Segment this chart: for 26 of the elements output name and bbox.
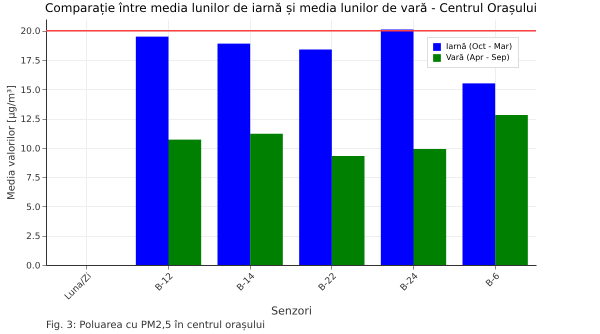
y-tick-label: 20.0 bbox=[20, 27, 41, 38]
bar bbox=[250, 134, 283, 265]
y-tick-label: 17.5 bbox=[20, 56, 40, 66]
bar bbox=[414, 149, 446, 265]
bar bbox=[380, 30, 414, 265]
y-tick-label: 7.5 bbox=[26, 174, 40, 184]
y-axis-title: Media valorilor [µg/m³] bbox=[6, 84, 18, 200]
x-axis-title: Senzori bbox=[271, 304, 312, 318]
legend-label: Vară (Apr - Sep) bbox=[446, 53, 510, 62]
y-tick-label: 2.5 bbox=[26, 232, 40, 242]
bar bbox=[218, 44, 250, 265]
chart-title: Comparație între media lunilor de iarnă și media lunilor de vară - Centrul Orașului bbox=[45, 1, 537, 15]
bar bbox=[332, 156, 364, 265]
bar bbox=[136, 36, 168, 265]
y-tick-label: 12.5 bbox=[20, 115, 40, 126]
y-tick-label: 10.0 bbox=[20, 144, 41, 154]
bar bbox=[462, 83, 496, 265]
y-tick-label: 5.0 bbox=[26, 202, 41, 213]
bar bbox=[299, 49, 332, 265]
y-tick-label: 0.0 bbox=[26, 262, 41, 272]
caption: Fig. 3: Poluarea cu PM2,5 în centrul orașului bbox=[46, 320, 265, 331]
legend-label: Iarnă (Oct - Mar) bbox=[446, 42, 512, 51]
x-tick-label: B-6 bbox=[484, 271, 502, 290]
bar bbox=[168, 140, 202, 265]
bar bbox=[495, 115, 528, 265]
y-tick-label: 15.0 bbox=[20, 86, 41, 96]
